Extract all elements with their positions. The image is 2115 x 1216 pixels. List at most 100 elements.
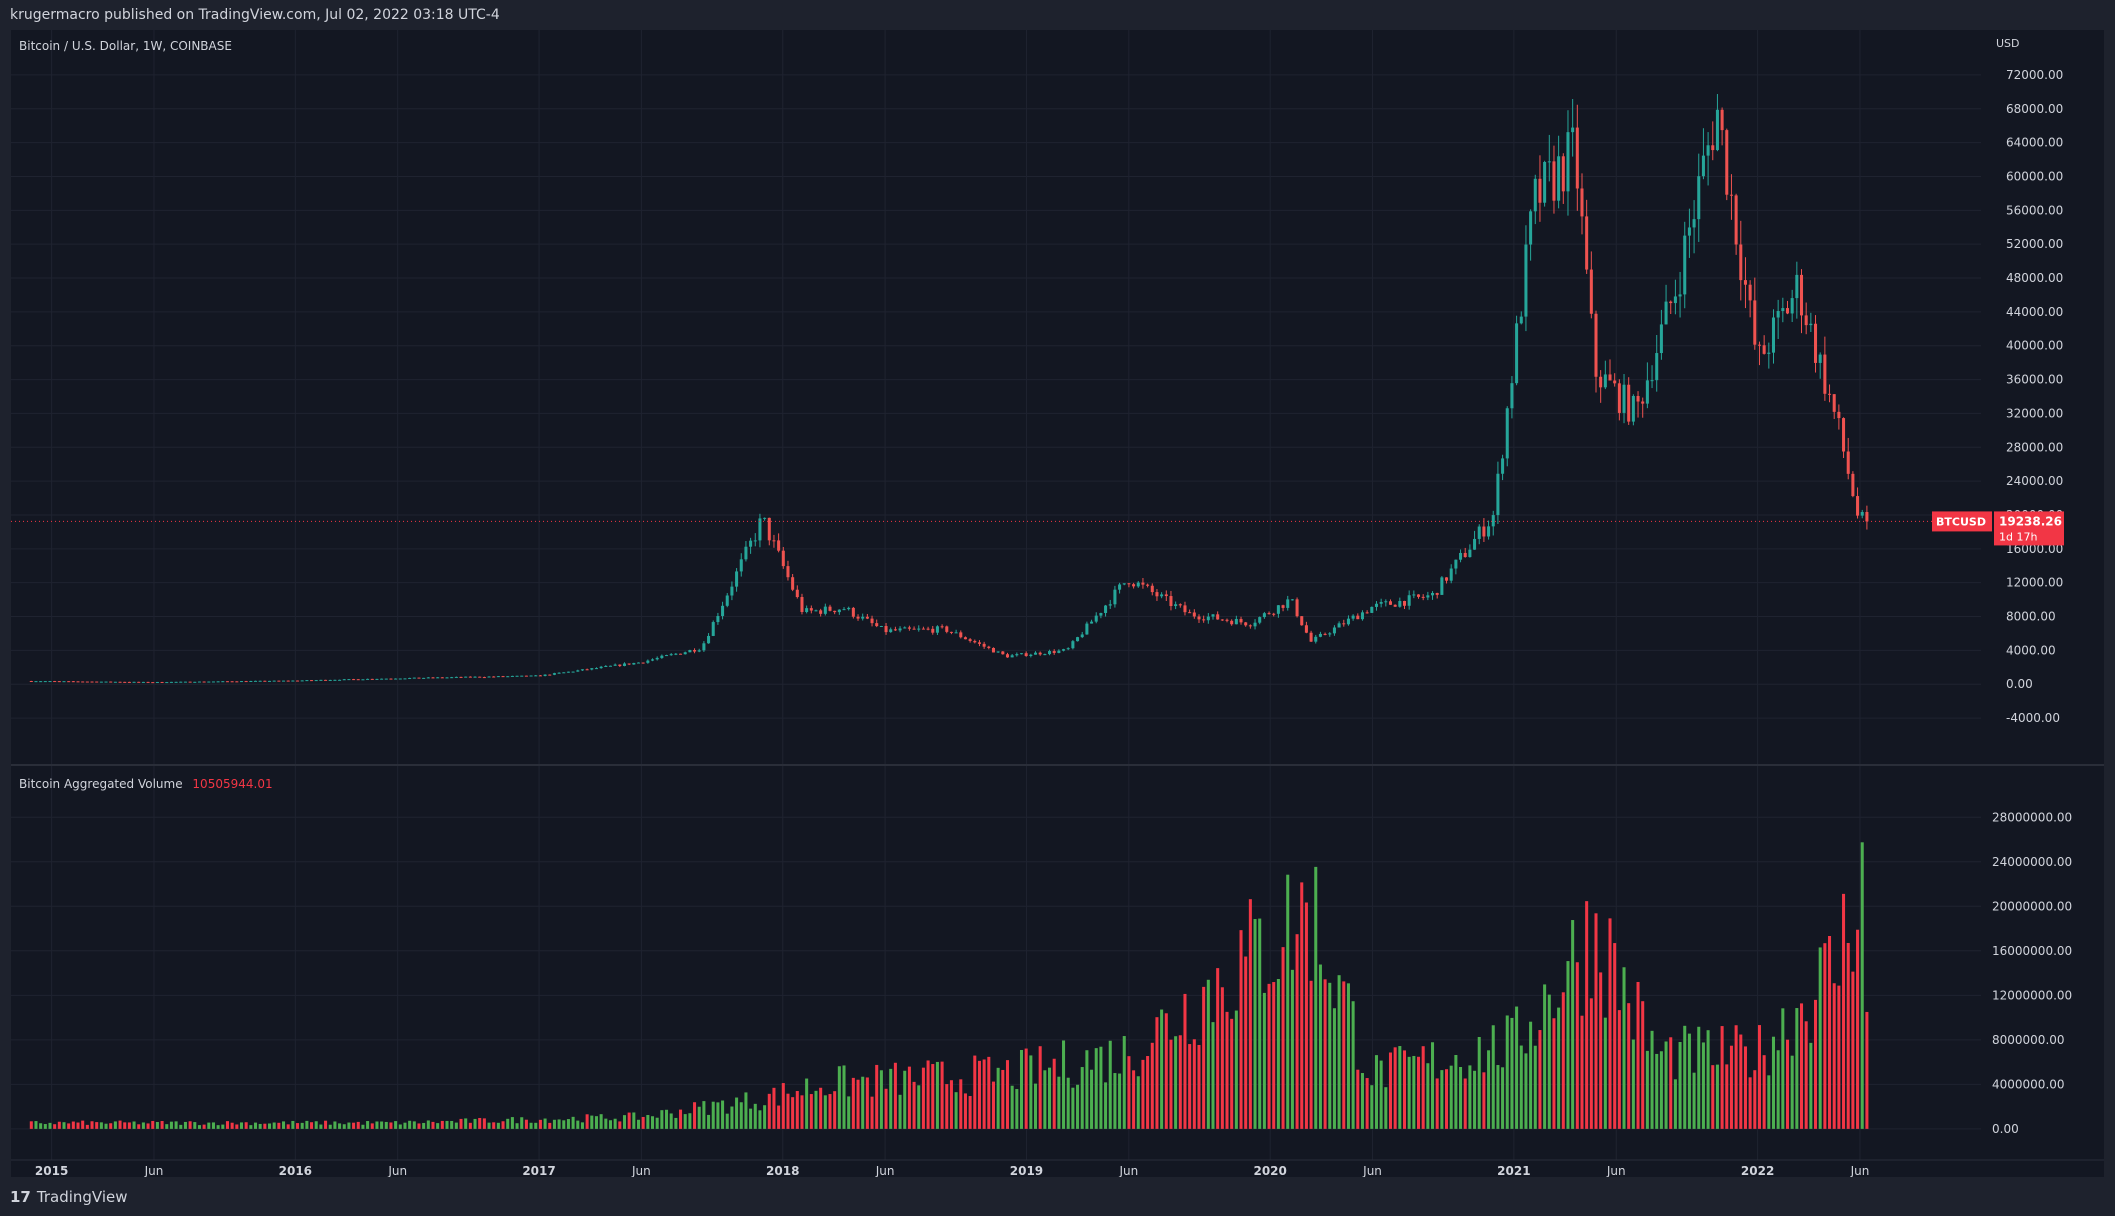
candle-body [1094, 615, 1098, 622]
volume-bar [552, 1119, 556, 1129]
volume-bar [496, 1122, 500, 1129]
volume-bar [1743, 1046, 1747, 1129]
candle-body [1580, 188, 1584, 217]
volume-bar [506, 1118, 510, 1129]
candle-body [847, 607, 851, 610]
candle-body [1622, 384, 1626, 413]
volume-bar [1547, 994, 1551, 1129]
candle-body [1010, 655, 1014, 658]
candle-body [1314, 636, 1318, 642]
current-price-tag: BTCUSD 19238.26 1d 17h [1932, 511, 2064, 546]
candle-body [1510, 383, 1514, 409]
volume-bar [847, 1096, 851, 1129]
candle-body [1585, 216, 1589, 270]
candle-body [1398, 600, 1402, 607]
candle-body [1459, 552, 1463, 560]
volume-bar [730, 1106, 734, 1129]
volume-bar [1482, 1072, 1486, 1129]
volume-bar [1052, 1058, 1056, 1129]
volume-bar [1809, 1042, 1813, 1129]
volume-bar [1669, 1037, 1673, 1129]
candle-body [1188, 612, 1192, 614]
volume-tick-label: 16000000.00 [1992, 944, 2072, 958]
candle-body [1463, 552, 1467, 558]
candle-body [1673, 296, 1677, 304]
candle-body [394, 678, 398, 680]
volume-bar [328, 1124, 332, 1129]
volume-bar [1029, 1055, 1033, 1129]
volume-bar [716, 1102, 720, 1129]
volume-bar [99, 1122, 103, 1129]
candle-body [127, 681, 131, 683]
volume-bar [95, 1122, 99, 1129]
volume-bar [1725, 1064, 1729, 1129]
volume-bar [436, 1123, 440, 1129]
volume-bar [791, 1097, 795, 1129]
candle-body [1113, 589, 1117, 605]
volume-bar [917, 1085, 921, 1129]
volume-bar [1281, 947, 1285, 1129]
candle-body [1407, 595, 1411, 606]
volume-bar [693, 1102, 697, 1129]
candle-body [1566, 132, 1570, 192]
price-tag-value: 19238.26 [1999, 514, 2062, 528]
candle-body [1370, 606, 1374, 613]
candle-body [1426, 595, 1430, 598]
candle-body [1286, 599, 1290, 608]
volume-bar [324, 1120, 328, 1129]
candle-body [716, 616, 720, 623]
candle-body [1104, 605, 1108, 614]
price-tick-label: 60000.00 [2006, 169, 2063, 183]
volume-bar [1206, 979, 1210, 1129]
price-tick-label: 48000.00 [2006, 271, 2063, 285]
time-axis-labels: 2015 Jun 2016 Jun 2017 Jun 2018 Jun 2019 Jun 2020 J… [35, 1164, 1869, 1178]
candle-body [1412, 594, 1416, 596]
volume-bar [440, 1120, 444, 1129]
candle-body [1337, 623, 1341, 628]
volume-bar [1594, 913, 1598, 1129]
volume-bar [786, 1093, 790, 1129]
volume-bar [1445, 1069, 1449, 1129]
candle-body [296, 680, 300, 682]
chart-area[interactable]: Bitcoin / U.S. Dollar, 1W, COINBASE USD … [11, 30, 2104, 1178]
volume-bar [1202, 986, 1206, 1129]
volume-bar [1365, 1078, 1369, 1129]
candle-body [85, 681, 89, 683]
candle-body [29, 681, 33, 683]
volume-bar [632, 1112, 636, 1129]
volume-bar [454, 1122, 458, 1129]
chart-svg[interactable]: Bitcoin / U.S. Dollar, 1W, COINBASE USD … [11, 30, 2104, 1178]
volume-bar [1814, 999, 1818, 1129]
candle-body [1164, 594, 1168, 597]
volume-bar [819, 1087, 823, 1129]
volume-bar [113, 1121, 117, 1129]
candle-body [1715, 109, 1719, 151]
footer-brand[interactable]: 17 TradingView [10, 1184, 128, 1210]
volume-bar [216, 1125, 220, 1129]
volume-bar [524, 1119, 528, 1129]
candle-body [506, 676, 510, 678]
volume-bar [1286, 874, 1290, 1129]
candle-body [1655, 353, 1659, 381]
volume-bar [996, 1067, 1000, 1129]
candle-body [1220, 619, 1224, 621]
candle-body [931, 628, 935, 633]
candle-body [43, 681, 47, 683]
candle-body [1571, 127, 1575, 133]
volume-bar [1566, 961, 1570, 1129]
volume-bar [1328, 982, 1332, 1129]
candle-body [1533, 178, 1537, 212]
volume-bar [739, 1102, 743, 1129]
volume-bar [1005, 1060, 1010, 1129]
candle-body [926, 628, 930, 630]
volume-bar [884, 1088, 888, 1129]
volume-bar [1244, 956, 1248, 1129]
volume-bar [875, 1064, 879, 1129]
candle-body [660, 655, 664, 658]
candle-body [356, 679, 360, 681]
candle-body [935, 626, 939, 633]
volume-bar [1790, 1055, 1794, 1129]
volume-bar [1678, 1042, 1682, 1129]
candle-body [1431, 592, 1435, 596]
candle-body [445, 677, 449, 679]
